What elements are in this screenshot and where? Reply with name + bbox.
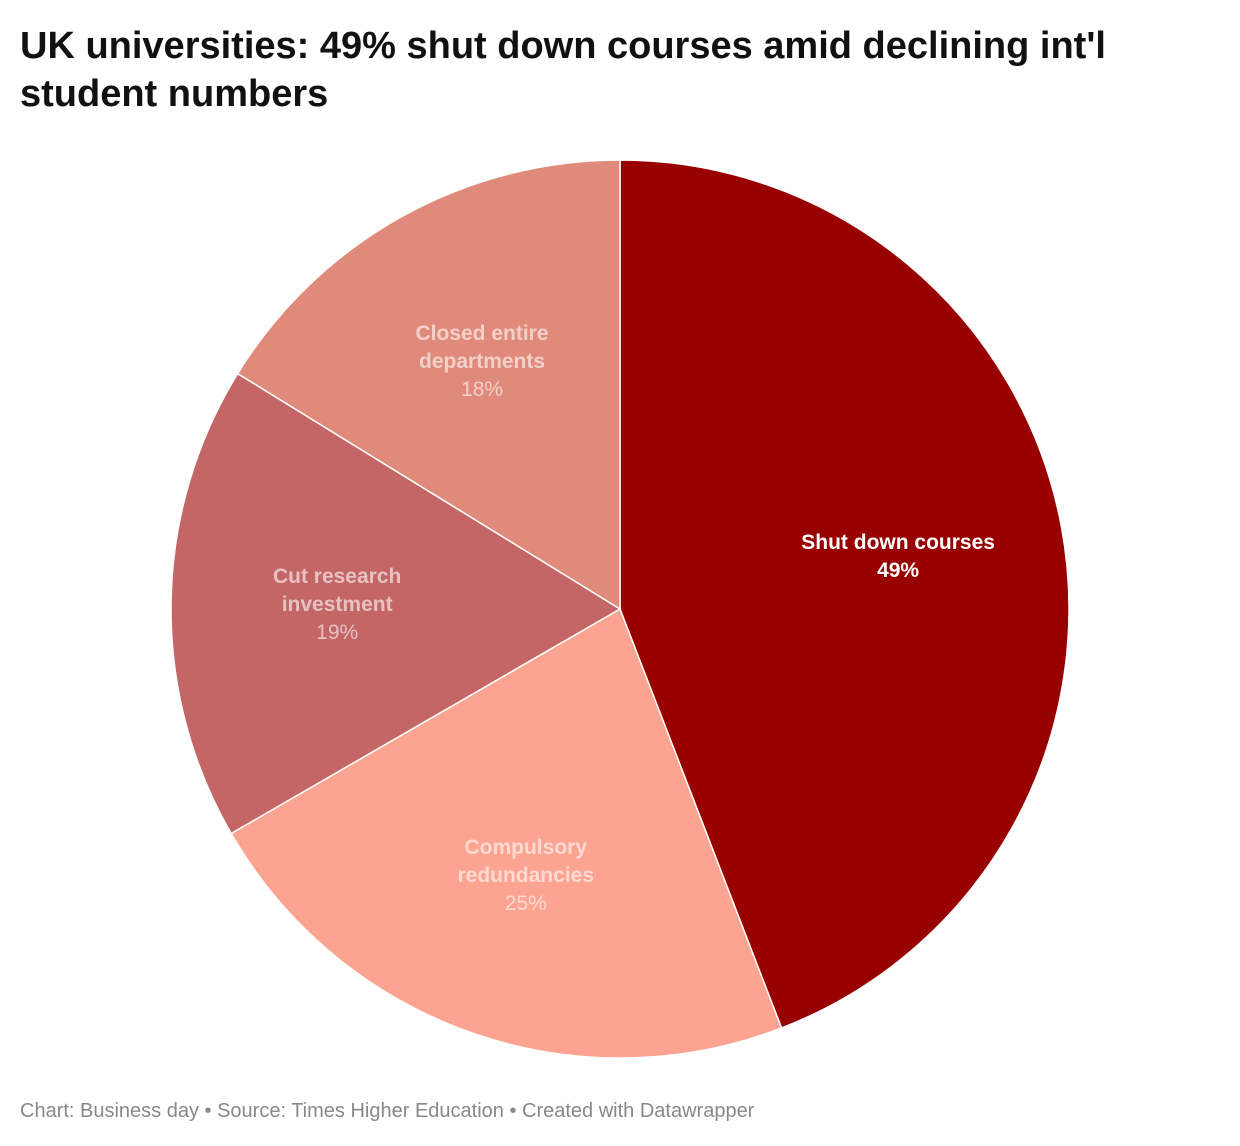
slice-label: Cut research investment 19% (217, 563, 457, 647)
category-label: Compulsory redundancies (457, 835, 595, 887)
category-label: Closed entire departments (415, 322, 549, 374)
footer: Chart: Business day • Source: Times High… (20, 1100, 755, 1122)
slice-label: Shut down courses 49% (778, 529, 1018, 585)
chart-title: UK universities: 49% shut down courses a… (20, 25, 1106, 115)
pie-slice (619, 159, 1070, 1029)
slice-label: Closed entire departments 18% (362, 320, 602, 404)
pie-slice (230, 607, 783, 1059)
category-label: Shut down courses (801, 531, 995, 555)
pie-slice (170, 372, 622, 835)
pie-slice (236, 159, 621, 611)
value-label: 19% (316, 620, 359, 644)
category-label: Cut research investment (272, 564, 402, 616)
slice-label: Compulsory redundancies 25% (406, 834, 646, 918)
value-label: 25% (504, 891, 547, 915)
value-label: 18% (461, 378, 504, 402)
value-label: 49% (877, 559, 920, 583)
